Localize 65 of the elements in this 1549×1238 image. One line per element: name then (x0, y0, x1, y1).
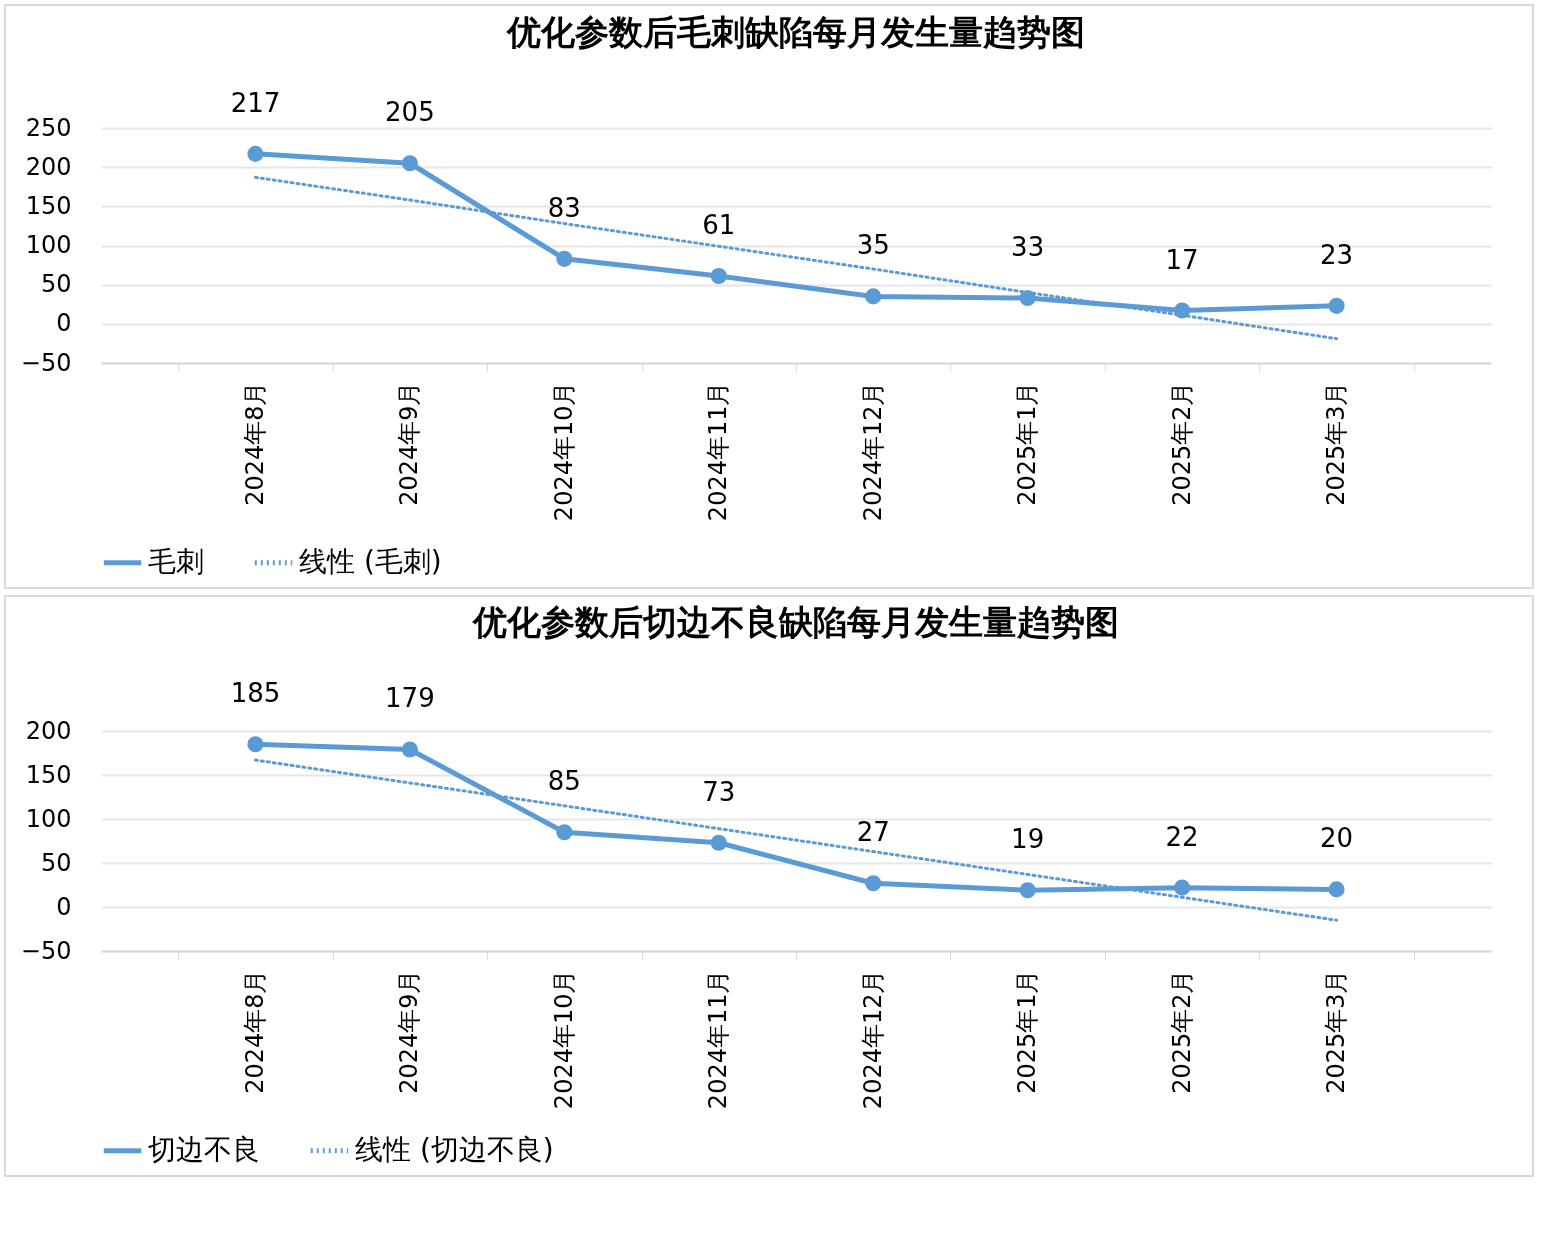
point (247, 736, 264, 753)
y-tick-label: 50 (40, 270, 72, 299)
point (401, 155, 418, 172)
legend-label: 毛刺 (148, 544, 204, 578)
data-label: 179 (385, 683, 435, 714)
chart-title: 优化参数后切边不良缺陷每月发生量趋势图 (471, 602, 1119, 643)
y-tick-label: 100 (25, 231, 72, 259)
y-tick-label: 150 (25, 191, 72, 220)
y-tick-label: 200 (25, 152, 72, 181)
point (710, 834, 727, 851)
data-label: 27 (856, 817, 890, 848)
data-label: 61 (702, 210, 736, 241)
data-label: 83 (547, 192, 581, 223)
point (401, 741, 418, 758)
x-tick-label: 2024年10月 (549, 381, 578, 522)
point (865, 288, 882, 305)
legend-label: 切边不良 (148, 1132, 260, 1166)
y-tick-label: −50 (20, 348, 72, 377)
data-label: 205 (385, 97, 435, 128)
x-tick-label: 2024年9月 (395, 969, 424, 1094)
point (1019, 882, 1036, 899)
y-tick-label: 250 (25, 113, 72, 142)
x-tick-label: 2024年8月 (240, 381, 269, 506)
legend-label: 线性 (毛刺) (299, 544, 442, 578)
x-tick-label: 2024年12月 (858, 381, 887, 522)
data-label: 33 (1011, 231, 1045, 262)
point (710, 268, 727, 285)
data-label: 17 (1165, 244, 1199, 275)
y-tick-label: 200 (25, 716, 72, 745)
point (865, 875, 882, 892)
x-tick-label: 2024年10月 (549, 969, 578, 1110)
x-tick-label: 2025年3月 (1322, 969, 1351, 1094)
point (556, 824, 573, 841)
data-label: 20 (1320, 823, 1354, 854)
x-tick-label: 2024年8月 (240, 969, 269, 1094)
x-tick-label: 2024年12月 (858, 969, 887, 1110)
x-tick-label: 2025年1月 (1013, 969, 1042, 1094)
x-tick-label: 2024年11月 (704, 381, 733, 522)
point (1328, 881, 1345, 898)
x-tick-label: 2025年2月 (1167, 381, 1196, 506)
y-tick-label: −50 (20, 936, 72, 965)
point (247, 145, 264, 162)
point (556, 250, 573, 267)
y-tick-label: 100 (25, 804, 72, 833)
x-tick-label: 2025年1月 (1013, 381, 1042, 506)
data-label: 85 (547, 766, 581, 797)
x-tick-label: 2025年2月 (1167, 969, 1196, 1094)
data-label: 35 (856, 230, 890, 261)
x-tick-label: 2024年9月 (395, 381, 424, 506)
data-label: 23 (1320, 239, 1354, 270)
x-tick-label: 2025年3月 (1322, 381, 1351, 506)
legend-label: 线性 (切边不良) (355, 1132, 554, 1166)
point (1174, 879, 1191, 896)
data-label: 217 (230, 87, 281, 118)
data-label: 19 (1011, 824, 1045, 855)
chart-title: 优化参数后毛刺缺陷每月发生量趋势图 (505, 11, 1085, 52)
y-tick-label: 0 (56, 309, 72, 338)
x-tick-label: 2024年11月 (704, 969, 733, 1110)
point (1328, 297, 1345, 314)
data-label: 22 (1165, 821, 1199, 852)
y-tick-label: 50 (40, 848, 72, 877)
y-tick-label: 150 (25, 760, 72, 789)
data-label: 185 (230, 678, 281, 709)
y-tick-label: 0 (56, 892, 72, 921)
data-label: 73 (702, 776, 736, 807)
